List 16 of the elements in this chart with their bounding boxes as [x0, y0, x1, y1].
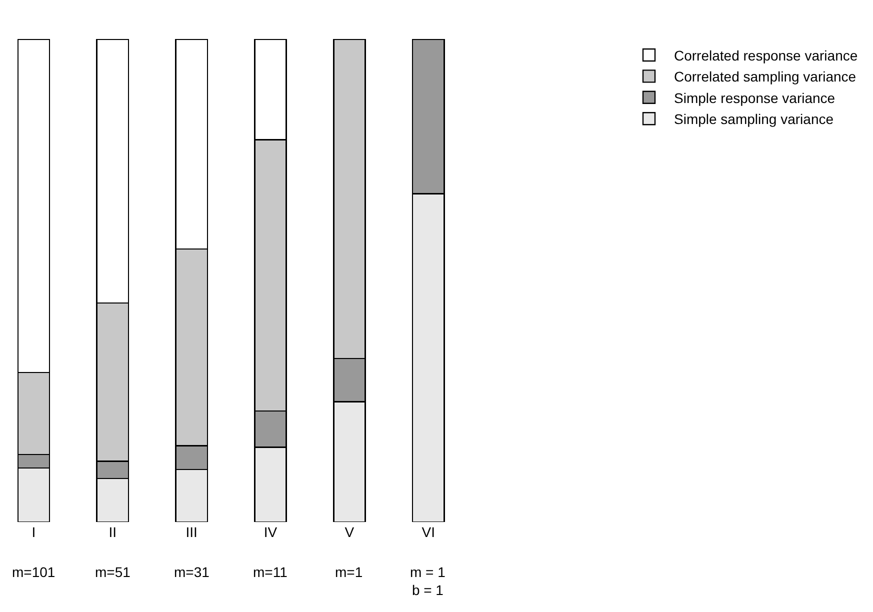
legend-label: Correlated response variance	[674, 47, 858, 64]
legend-label: Simple response variance	[674, 90, 836, 106]
x-tick-label: VI	[422, 524, 436, 540]
text: m = 1 b = 1	[410, 564, 446, 598]
legend-label: Simple sampling variance	[674, 111, 834, 128]
text: m=1	[335, 564, 363, 580]
text: m=11	[253, 564, 288, 580]
legend-label: Correlated sampling variance	[674, 68, 856, 85]
text: m=51	[95, 564, 131, 580]
text: m=31	[174, 564, 210, 580]
x-tick-label: I	[32, 524, 36, 540]
x-tick-label: II	[108, 524, 117, 540]
x-tick-label: V	[344, 524, 355, 540]
x-tick-label: IV	[264, 524, 278, 540]
x-tick-label: III	[186, 524, 198, 540]
text: m=101	[12, 564, 56, 580]
